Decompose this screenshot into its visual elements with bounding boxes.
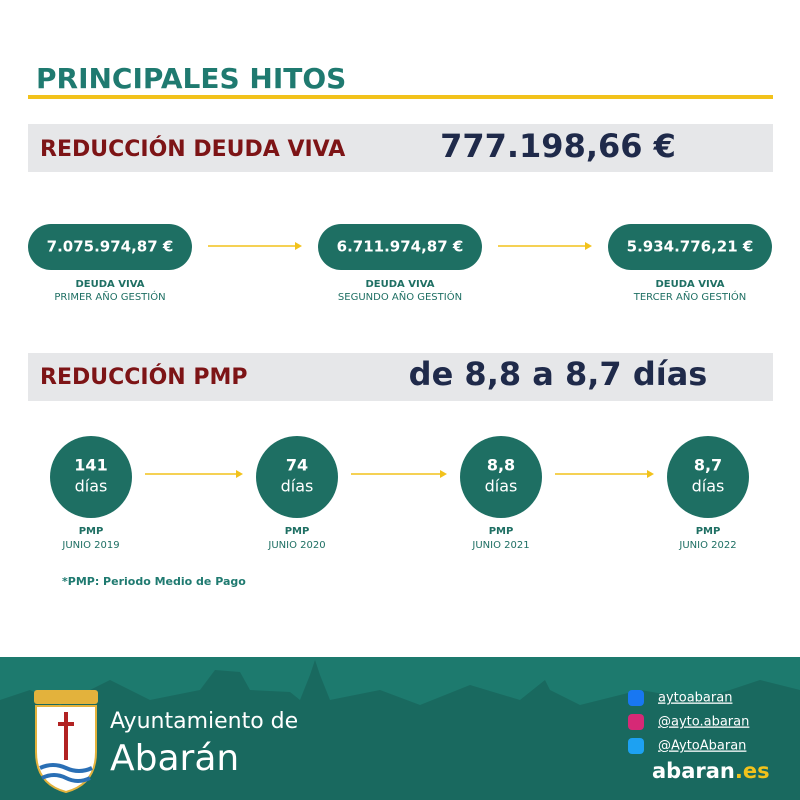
arrow-head	[585, 242, 592, 250]
org-line-1: Ayuntamiento de	[110, 709, 298, 734]
arrow-head	[236, 470, 243, 478]
org-line-2: Abarán	[110, 738, 239, 779]
pmp-circle	[460, 436, 542, 518]
pmp-step-label: PMP	[79, 526, 104, 537]
pmp-value: 141	[74, 456, 107, 475]
debt-step-label: DEUDA VIVA	[75, 279, 144, 290]
site-name[interactable]: abaran	[652, 759, 735, 783]
social-icon[interactable]	[628, 690, 644, 706]
debt-step-sublabel: TERCER AÑO GESTIÓN	[633, 290, 747, 303]
social-handle[interactable]: @AytoAbaran	[658, 739, 746, 754]
footnote: *PMP: Periodo Medio de Pago	[62, 575, 246, 588]
site-tld[interactable]: .es	[735, 759, 770, 783]
pmp-step-label: PMP	[696, 526, 721, 537]
pmp-step-label: PMP	[285, 526, 310, 537]
pmp-unit: días	[692, 477, 725, 496]
title-rule	[28, 95, 773, 99]
skyline	[0, 660, 800, 800]
pmp-circle	[50, 436, 132, 518]
debt-pill	[608, 224, 772, 270]
debt-step-sublabel: SEGUNDO AÑO GESTIÓN	[338, 290, 462, 303]
social-icon[interactable]	[628, 738, 644, 754]
pmp-heading: REDUCCIÓN PMP	[40, 364, 248, 390]
pmp-step-sublabel: JUNIO 2022	[678, 540, 736, 551]
arrow-head	[295, 242, 302, 250]
debt-band	[28, 124, 773, 172]
social-handle[interactable]: aytoabaran	[658, 691, 732, 706]
debt-heading: REDUCCIÓN DEUDA VIVA	[40, 136, 345, 162]
pmp-unit: días	[281, 477, 314, 496]
pmp-summary: de 8,8 a 8,7 días	[409, 355, 708, 393]
debt-amount: 6.711.974,87 €	[337, 238, 464, 256]
arrow-head	[647, 470, 654, 478]
pmp-step-sublabel: JUNIO 2019	[61, 540, 119, 551]
pmp-circle	[667, 436, 749, 518]
pmp-unit: días	[485, 477, 518, 496]
pmp-circle	[256, 436, 338, 518]
pmp-step-sublabel: JUNIO 2021	[471, 540, 529, 551]
debt-step-sublabel: PRIMER AÑO GESTIÓN	[54, 290, 165, 303]
pmp-step-label: PMP	[489, 526, 514, 537]
footer: Ayuntamiento de Abarán abaran.es aytoaba…	[0, 657, 800, 800]
arrow-head	[440, 470, 447, 478]
pmp-step-sublabel: JUNIO 2020	[267, 540, 325, 551]
website[interactable]: abaran.es	[652, 759, 770, 783]
pmp-band	[28, 353, 773, 401]
debt-pill	[318, 224, 482, 270]
debt-amount: 7.075.974,87 €	[47, 238, 174, 256]
pmp-unit: días	[75, 477, 108, 496]
pmp-value: 8,8	[487, 456, 515, 475]
pmp-value: 8,7	[694, 456, 722, 475]
page-title: PRINCIPALES HITOS	[36, 62, 346, 95]
debt-step-label: DEUDA VIVA	[655, 279, 724, 290]
coat-of-arms	[34, 690, 98, 794]
pmp-value: 74	[286, 456, 308, 475]
social-handle[interactable]: @ayto.abaran	[658, 715, 749, 730]
social-icon[interactable]	[628, 714, 644, 730]
debt-step-label: DEUDA VIVA	[365, 279, 434, 290]
debt-pill	[28, 224, 192, 270]
debt-total: 777.198,66 €	[440, 127, 676, 165]
debt-amount: 5.934.776,21 €	[627, 238, 754, 256]
